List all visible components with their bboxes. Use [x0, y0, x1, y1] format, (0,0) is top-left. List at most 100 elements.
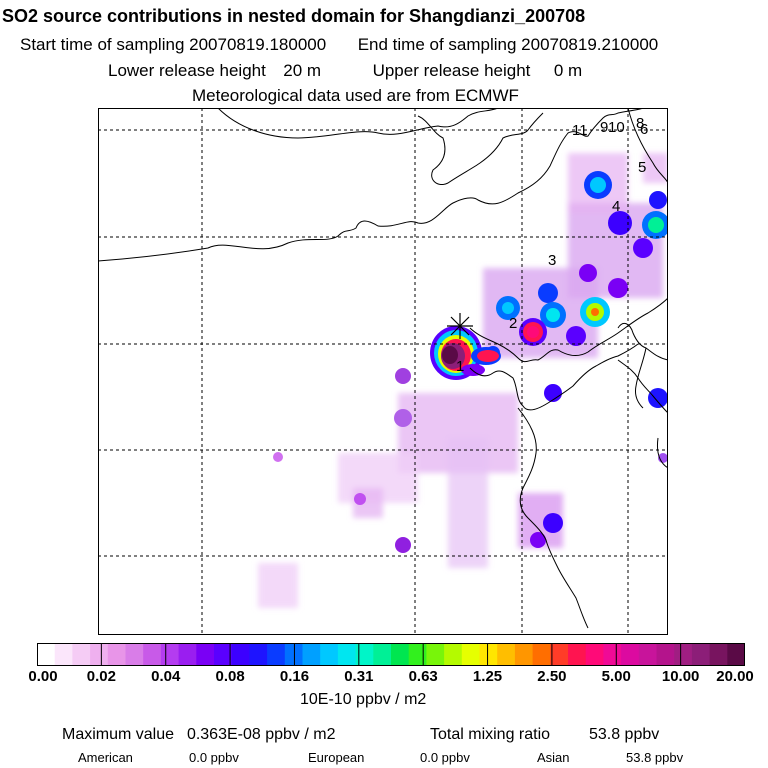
legend-tick-label: 1.25 — [472, 668, 503, 685]
legend-color-cell — [143, 643, 162, 666]
source-label-2: 2 — [509, 315, 517, 332]
lat-lon-grid — [98, 108, 668, 635]
lower-release-value: 20 m — [283, 61, 322, 80]
region-european-name: European — [308, 750, 365, 765]
legend-color-cell — [267, 643, 286, 666]
region-european-value: 0.0 ppbv — [420, 750, 470, 765]
legend-colorbar — [37, 643, 745, 666]
plume-dot — [394, 409, 412, 427]
legend-color-cell — [373, 643, 392, 666]
legend-color-cell — [727, 643, 745, 666]
region-asian-name: Asian — [537, 750, 570, 765]
source-label-4: 4 — [612, 198, 620, 215]
legend-color-cell — [214, 643, 233, 666]
plume-dot — [273, 452, 283, 462]
legend-tick-label: 20.00 — [716, 668, 754, 685]
legend-color-cell — [514, 643, 534, 666]
region-asian-value: 53.8 ppbv — [626, 750, 684, 765]
legend-color-cell — [674, 643, 693, 666]
plume-dot — [395, 537, 411, 553]
plume-hotspot-peak — [591, 308, 599, 316]
legend-color-cell — [355, 643, 374, 666]
legend-color-cell — [90, 643, 109, 666]
upper-release-value: 0 m — [553, 61, 583, 80]
plume-hotspot-core — [590, 177, 606, 193]
max-value: 0.363E-08 ppbv / m2 — [186, 726, 336, 743]
legend-color-cell — [461, 643, 481, 666]
sampling-times: Start time of sampling 20070819.180000 E… — [20, 35, 658, 55]
station-star-icon — [447, 313, 473, 339]
plume-dot — [395, 368, 411, 384]
plume-hotspot — [538, 283, 558, 303]
legend-color-cell — [37, 643, 56, 666]
legend-tick-label: 0.04 — [151, 668, 181, 685]
legend-tick-label: 0.63 — [408, 668, 438, 685]
plume-hotspot-core — [648, 217, 664, 233]
legend-units: 10E-10 ppbv / m2 — [300, 691, 427, 708]
plume-hotspot-peak — [527, 326, 539, 338]
legend-color-cell — [426, 643, 445, 666]
plume-hotspot-core — [502, 302, 514, 314]
legend-color-cell — [196, 643, 215, 666]
source-label-11: 11 — [572, 122, 588, 139]
legend-color-cell — [54, 643, 73, 666]
legend-color-cell — [249, 643, 268, 666]
legend-tick-label: 0.02 — [86, 668, 116, 685]
end-time: End time of sampling 20070819.210000 — [357, 35, 659, 54]
map-frame — [98, 108, 668, 635]
legend-color-cell — [408, 643, 427, 666]
total-mixing-line: Total mixing ratio 53.8 ppbv — [430, 726, 659, 744]
legend-color-cell — [603, 643, 622, 666]
plume-dot — [530, 532, 546, 548]
legend-tick-label: 0.31 — [344, 668, 374, 685]
legend-color-cell — [391, 643, 410, 666]
plume-dot — [633, 238, 653, 258]
legend-tick-label: 0.16 — [279, 668, 310, 685]
legend-color-cell — [479, 643, 498, 666]
total-mixing-label: Total mixing ratio — [430, 726, 551, 743]
map-panel: 1 2 3 4 5 6 8 9 10 11 — [98, 108, 668, 635]
legend-color-cell — [568, 643, 587, 666]
plume-layer — [258, 153, 668, 608]
region-american-name: American — [78, 750, 133, 765]
legend-color-cell — [320, 643, 339, 666]
legend-tick-label: 10.00 — [661, 668, 700, 685]
legend-color-cell — [497, 643, 516, 666]
coastline — [98, 108, 668, 629]
legend-color-cell — [337, 643, 357, 666]
legend-tick-label: 0.08 — [215, 668, 245, 685]
plume-dot — [648, 388, 668, 408]
legend-color-cell — [709, 643, 728, 666]
source-label-9: 9 — [600, 119, 608, 136]
legend-color-cell — [621, 643, 640, 666]
source-label-3: 3 — [548, 252, 556, 269]
met-data-note: Meteorological data used are from ECMWF — [192, 86, 519, 105]
legend-color-cell — [638, 643, 658, 666]
source-label-1: 1 — [456, 358, 464, 375]
legend-color-cell — [125, 643, 144, 666]
plume-dot — [543, 513, 563, 533]
legend-color-cell — [691, 643, 711, 666]
region-american-value: 0.0 ppbv — [189, 750, 239, 765]
chart-title: SO2 source contributions in nested domai… — [2, 6, 586, 26]
legend-tick-label: 0.00 — [28, 668, 58, 685]
source-label-6: 6 — [640, 121, 648, 138]
source-label-10: 10 — [608, 119, 625, 136]
legend-color-cell — [444, 643, 463, 666]
total-mixing-value: 53.8 ppbv — [588, 726, 660, 743]
legend-color-cell — [231, 643, 250, 666]
legend-color-cell — [532, 643, 551, 666]
legend-color-cell — [656, 643, 675, 666]
max-value-line: Maximum value 0.363E-08 ppbv / m2 — [62, 726, 335, 744]
plume-hotspot-core — [546, 308, 560, 322]
legend-color-cell — [178, 643, 197, 666]
legend-color-cell — [302, 643, 321, 666]
legend-tick-label: 5.00 — [601, 668, 631, 685]
legend-color-cell — [107, 643, 127, 666]
legend-color-cell — [72, 643, 91, 666]
plume-dot — [579, 264, 597, 282]
plume-dot — [608, 278, 628, 298]
plume-dot — [354, 493, 366, 505]
lower-release-label: Lower release height — [108, 61, 266, 80]
release-heights: Lower release height 20 m Upper release … — [108, 61, 582, 81]
